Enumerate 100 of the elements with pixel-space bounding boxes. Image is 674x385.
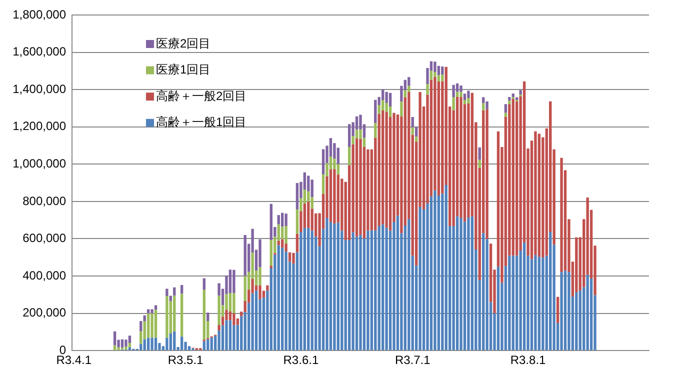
bar bbox=[240, 316, 243, 350]
bar bbox=[516, 97, 518, 100]
bar bbox=[470, 216, 474, 350]
bar bbox=[378, 226, 380, 350]
legend-label: 医療1回目 bbox=[156, 62, 211, 77]
bar bbox=[173, 287, 176, 296]
legend-label: 高齢＋一般2回目 bbox=[156, 88, 247, 103]
bar bbox=[575, 292, 578, 350]
bar bbox=[169, 333, 172, 350]
x-tick-label: R3.7.1 bbox=[394, 353, 431, 368]
bar bbox=[113, 331, 116, 346]
bar bbox=[538, 134, 541, 257]
bar bbox=[326, 218, 328, 350]
bar bbox=[117, 347, 120, 350]
y-tick-label: 1,200,000 bbox=[12, 119, 66, 134]
bar bbox=[415, 136, 418, 142]
x-tick-label: R3.6.1 bbox=[283, 353, 319, 368]
bar bbox=[460, 97, 462, 218]
bar bbox=[575, 237, 578, 292]
bar bbox=[408, 219, 410, 350]
bar bbox=[355, 138, 358, 237]
bar bbox=[482, 103, 485, 110]
y-tick-label: 600,000 bbox=[22, 231, 66, 246]
y-tick-label: 1,800,000 bbox=[12, 7, 66, 22]
bar bbox=[590, 278, 593, 350]
bar bbox=[254, 290, 258, 350]
bar bbox=[374, 123, 377, 138]
bar bbox=[385, 112, 388, 228]
bar bbox=[512, 98, 514, 256]
bar bbox=[258, 267, 262, 286]
bar bbox=[251, 293, 254, 350]
bar bbox=[124, 340, 128, 346]
bar bbox=[270, 204, 272, 240]
bar bbox=[128, 336, 132, 343]
bar bbox=[128, 342, 132, 348]
bar bbox=[381, 224, 384, 350]
bar bbox=[486, 101, 488, 110]
bar bbox=[359, 234, 362, 350]
bar bbox=[512, 93, 514, 98]
bar bbox=[284, 226, 288, 244]
bar bbox=[303, 203, 306, 228]
bar bbox=[348, 147, 351, 166]
bar bbox=[284, 214, 288, 226]
bar bbox=[322, 149, 325, 174]
bar bbox=[173, 331, 176, 350]
bar bbox=[460, 85, 462, 92]
bar bbox=[277, 215, 280, 224]
bar bbox=[437, 66, 440, 76]
bar bbox=[437, 75, 440, 82]
bar bbox=[310, 180, 314, 198]
bar bbox=[154, 310, 158, 338]
bar bbox=[280, 248, 284, 350]
bar bbox=[329, 169, 332, 222]
bar bbox=[460, 218, 462, 350]
bar bbox=[441, 74, 444, 82]
bar bbox=[374, 100, 377, 124]
bar bbox=[366, 230, 370, 350]
bar bbox=[124, 346, 128, 350]
bar bbox=[146, 313, 150, 338]
bar bbox=[381, 100, 384, 110]
bar bbox=[467, 98, 470, 104]
bar bbox=[378, 114, 380, 226]
bar bbox=[202, 278, 206, 290]
bar bbox=[522, 242, 526, 350]
y-tick-label: 1,400,000 bbox=[12, 82, 66, 96]
bar bbox=[166, 296, 168, 338]
bar bbox=[333, 224, 336, 350]
bar bbox=[150, 309, 154, 314]
bar bbox=[206, 339, 210, 350]
bar bbox=[143, 339, 146, 350]
bar bbox=[166, 338, 168, 350]
bar bbox=[225, 320, 228, 350]
bar bbox=[508, 97, 511, 101]
bar bbox=[188, 346, 191, 350]
bar bbox=[478, 160, 481, 168]
bar bbox=[202, 290, 206, 340]
bar bbox=[284, 252, 288, 350]
bar bbox=[568, 272, 570, 350]
bar bbox=[228, 320, 232, 350]
bar bbox=[329, 222, 332, 350]
bar bbox=[441, 66, 444, 74]
bar bbox=[496, 266, 500, 350]
bar bbox=[542, 258, 544, 350]
bar bbox=[296, 182, 299, 210]
y-tick-label: 1,000,000 bbox=[12, 156, 66, 170]
bar bbox=[307, 228, 310, 350]
bar bbox=[586, 274, 589, 350]
bar bbox=[374, 230, 377, 350]
bar bbox=[434, 190, 436, 350]
bar bbox=[244, 276, 246, 302]
bar bbox=[519, 90, 522, 95]
bar bbox=[467, 90, 470, 98]
bar bbox=[463, 94, 466, 100]
y-tick-label: 200,000 bbox=[22, 306, 66, 320]
bar bbox=[549, 232, 552, 350]
bar bbox=[452, 84, 455, 98]
bar bbox=[336, 222, 340, 350]
bar bbox=[244, 235, 246, 276]
bar bbox=[303, 228, 306, 350]
bar bbox=[150, 338, 154, 350]
